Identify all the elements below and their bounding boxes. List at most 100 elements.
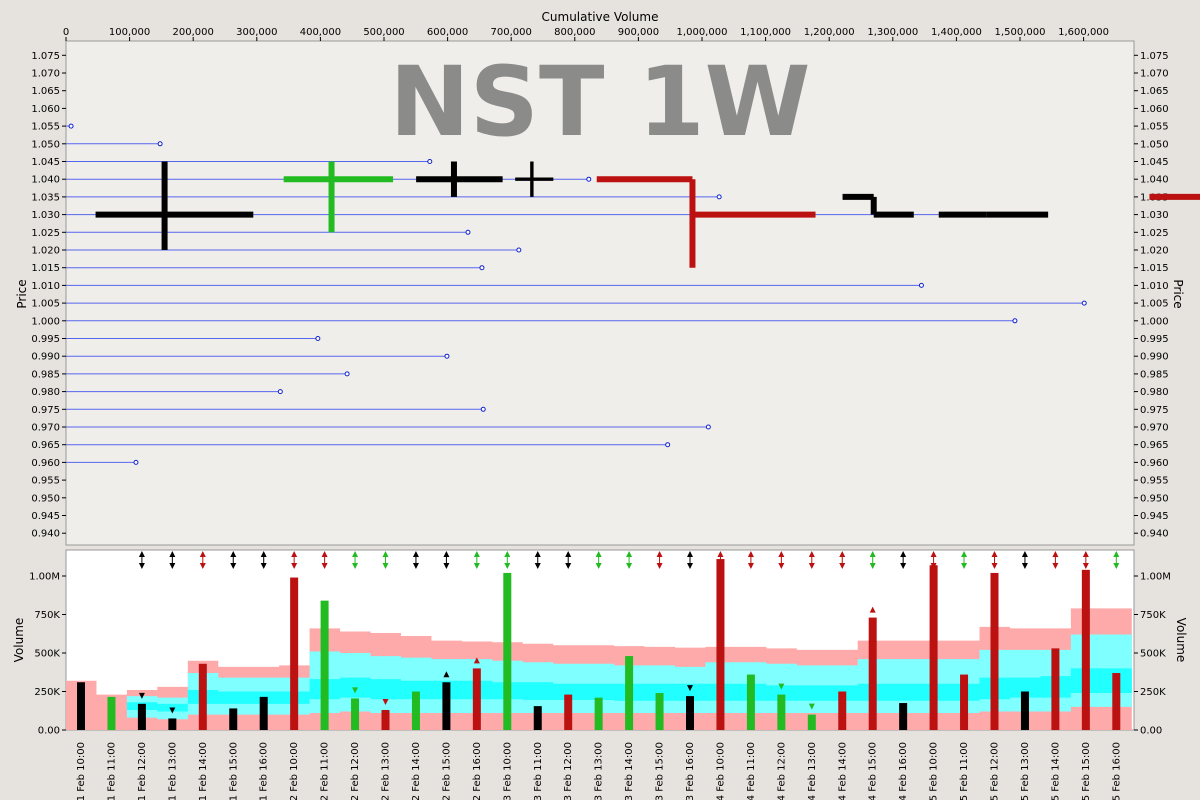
cum-volume-tick-label: 700,000 [491,27,532,38]
signal-arrow-up [626,551,633,557]
price-tick-label: 1.065 [31,86,60,97]
volume-bar [533,706,542,730]
time-tick-label: 11 Feb 15:00 [228,742,239,800]
time-tick-label: 12 Feb 16:00 [472,742,483,800]
price-level-end [1081,300,1087,306]
volume-bar [351,698,360,730]
price-tick-label: 1.025 [1140,228,1169,239]
volume-bar [594,697,603,730]
time-tick-label: 13 Feb 11:00 [533,742,544,800]
price-tick-label: 0.960 [31,458,60,469]
signal-arrow-up [595,551,602,557]
time-tick-label: 12 Feb 11:00 [320,742,331,800]
volume-bar [411,691,420,730]
volume-marker [443,671,450,678]
signal-arrow-down [1113,563,1120,569]
cum-volume-tick-label: 100,000 [109,27,150,38]
volume-tick-label: 0.00 [1140,726,1162,737]
time-tick-label: 12 Feb 15:00 [441,742,452,800]
signal-arrow-down [443,563,450,569]
volume-tick-label: 500K [1140,649,1166,660]
volume-tick-label: 250K [34,687,60,698]
volume-bar [807,714,816,730]
signal-arrow-up [961,551,968,557]
volume-axis-title-left: Volume [12,618,26,663]
time-tick-label: 13 Feb 16:00 [685,742,696,800]
volume-bar [1112,673,1121,730]
price-tick-label: 0.945 [31,511,60,522]
signal-arrow-up [321,551,328,557]
cum-volume-tick-label: 600,000 [427,27,468,38]
time-tick-label: 15 Feb 15:00 [1081,742,1092,800]
signal-arrow-up [687,551,693,557]
price-tick-label: 0.945 [1140,511,1169,522]
watermark: NST 1W [389,46,810,158]
volume-bar [838,691,847,730]
cum-volume-tick-label: 300,000 [236,27,277,38]
price-tick-label: 0.970 [31,423,60,434]
band-mid [66,634,1132,730]
price-level-end [315,336,321,341]
price-tick-label: 1.025 [31,228,60,239]
signal-arrow-up [1113,551,1120,557]
volume-bar [868,617,877,730]
price-tick-label: 1.075 [1140,51,1169,62]
price-panel [65,40,1135,546]
signal-arrow-down [595,563,602,569]
price-level-end [586,176,592,182]
signal-arrow-down [534,563,541,569]
time-tick-label: 12 Feb 12:00 [350,742,361,800]
signal-arrow-up [778,551,785,557]
price-tick-label: 1.035 [31,192,60,203]
signal-arrow-up [138,551,145,557]
volume-tick-label: 250K [1140,687,1166,698]
signal-arrow-down [747,563,754,569]
price-tick-label: 0.965 [31,440,60,451]
price-tick-label: 1.000 [31,316,60,327]
cum-volume-tick-label: 1,600,000 [1058,27,1109,38]
price-tick-label: 1.030 [31,210,60,221]
time-tick-label: 13 Feb 13:00 [594,742,605,800]
signal-arrow-down [808,563,815,569]
time-tick-label: 14 Feb 13:00 [807,742,818,800]
volume-tick-label: 0.00 [38,726,60,737]
signal-arrow-down [352,563,359,569]
volume-bar [290,577,299,730]
price-level-end [665,442,671,448]
time-tick-label: 14 Feb 15:00 [868,742,879,800]
volume-marker [687,685,693,692]
price-tick-label: 0.955 [31,476,60,487]
signal-arrow-down [991,563,998,569]
time-tick-label: 11 Feb 10:00 [76,742,87,800]
price-level-end [157,141,163,147]
time-tick-label: 15 Feb 11:00 [959,742,970,800]
price-tick-label: 1.000 [1140,316,1169,327]
volume-tick-label: 1.00M [1140,572,1171,583]
price-tick-label: 0.990 [31,352,60,363]
signal-arrow-down [839,563,846,569]
price-tick-label: 0.965 [1140,440,1169,451]
price-tick-label: 1.045 [1140,157,1169,168]
signal-markers [138,551,1120,569]
cum-volume-tick-label: 900,000 [618,27,659,38]
time-tick-label: 11 Feb 14:00 [198,742,209,800]
price-tick-label: 0.980 [1140,387,1169,398]
price-tick-label: 1.055 [1140,122,1169,133]
volume-tick-label: 750K [1140,610,1166,621]
price-tick-label: 1.005 [31,299,60,310]
price-tick-label: 1.040 [1140,175,1169,186]
time-tick-label: 13 Feb 15:00 [655,742,666,800]
cum-volume-tick-label: 0 [63,27,69,38]
signal-arrow-up [534,551,541,557]
volume-marker [808,703,815,710]
price-level-end [133,459,139,465]
time-tick-label: 12 Feb 13:00 [381,742,392,800]
signal-arrow-up [900,551,907,557]
volume-marker [382,698,389,705]
time-tick-label: 11 Feb 13:00 [167,742,178,800]
price-tick-label: 1.050 [31,139,60,150]
time-tick-label: 11 Feb 11:00 [106,742,117,800]
cum-volume-tick-label: 500,000 [363,27,404,38]
price-tick-label: 1.075 [31,51,60,62]
time-tick-label: 11 Feb 16:00 [259,742,270,800]
